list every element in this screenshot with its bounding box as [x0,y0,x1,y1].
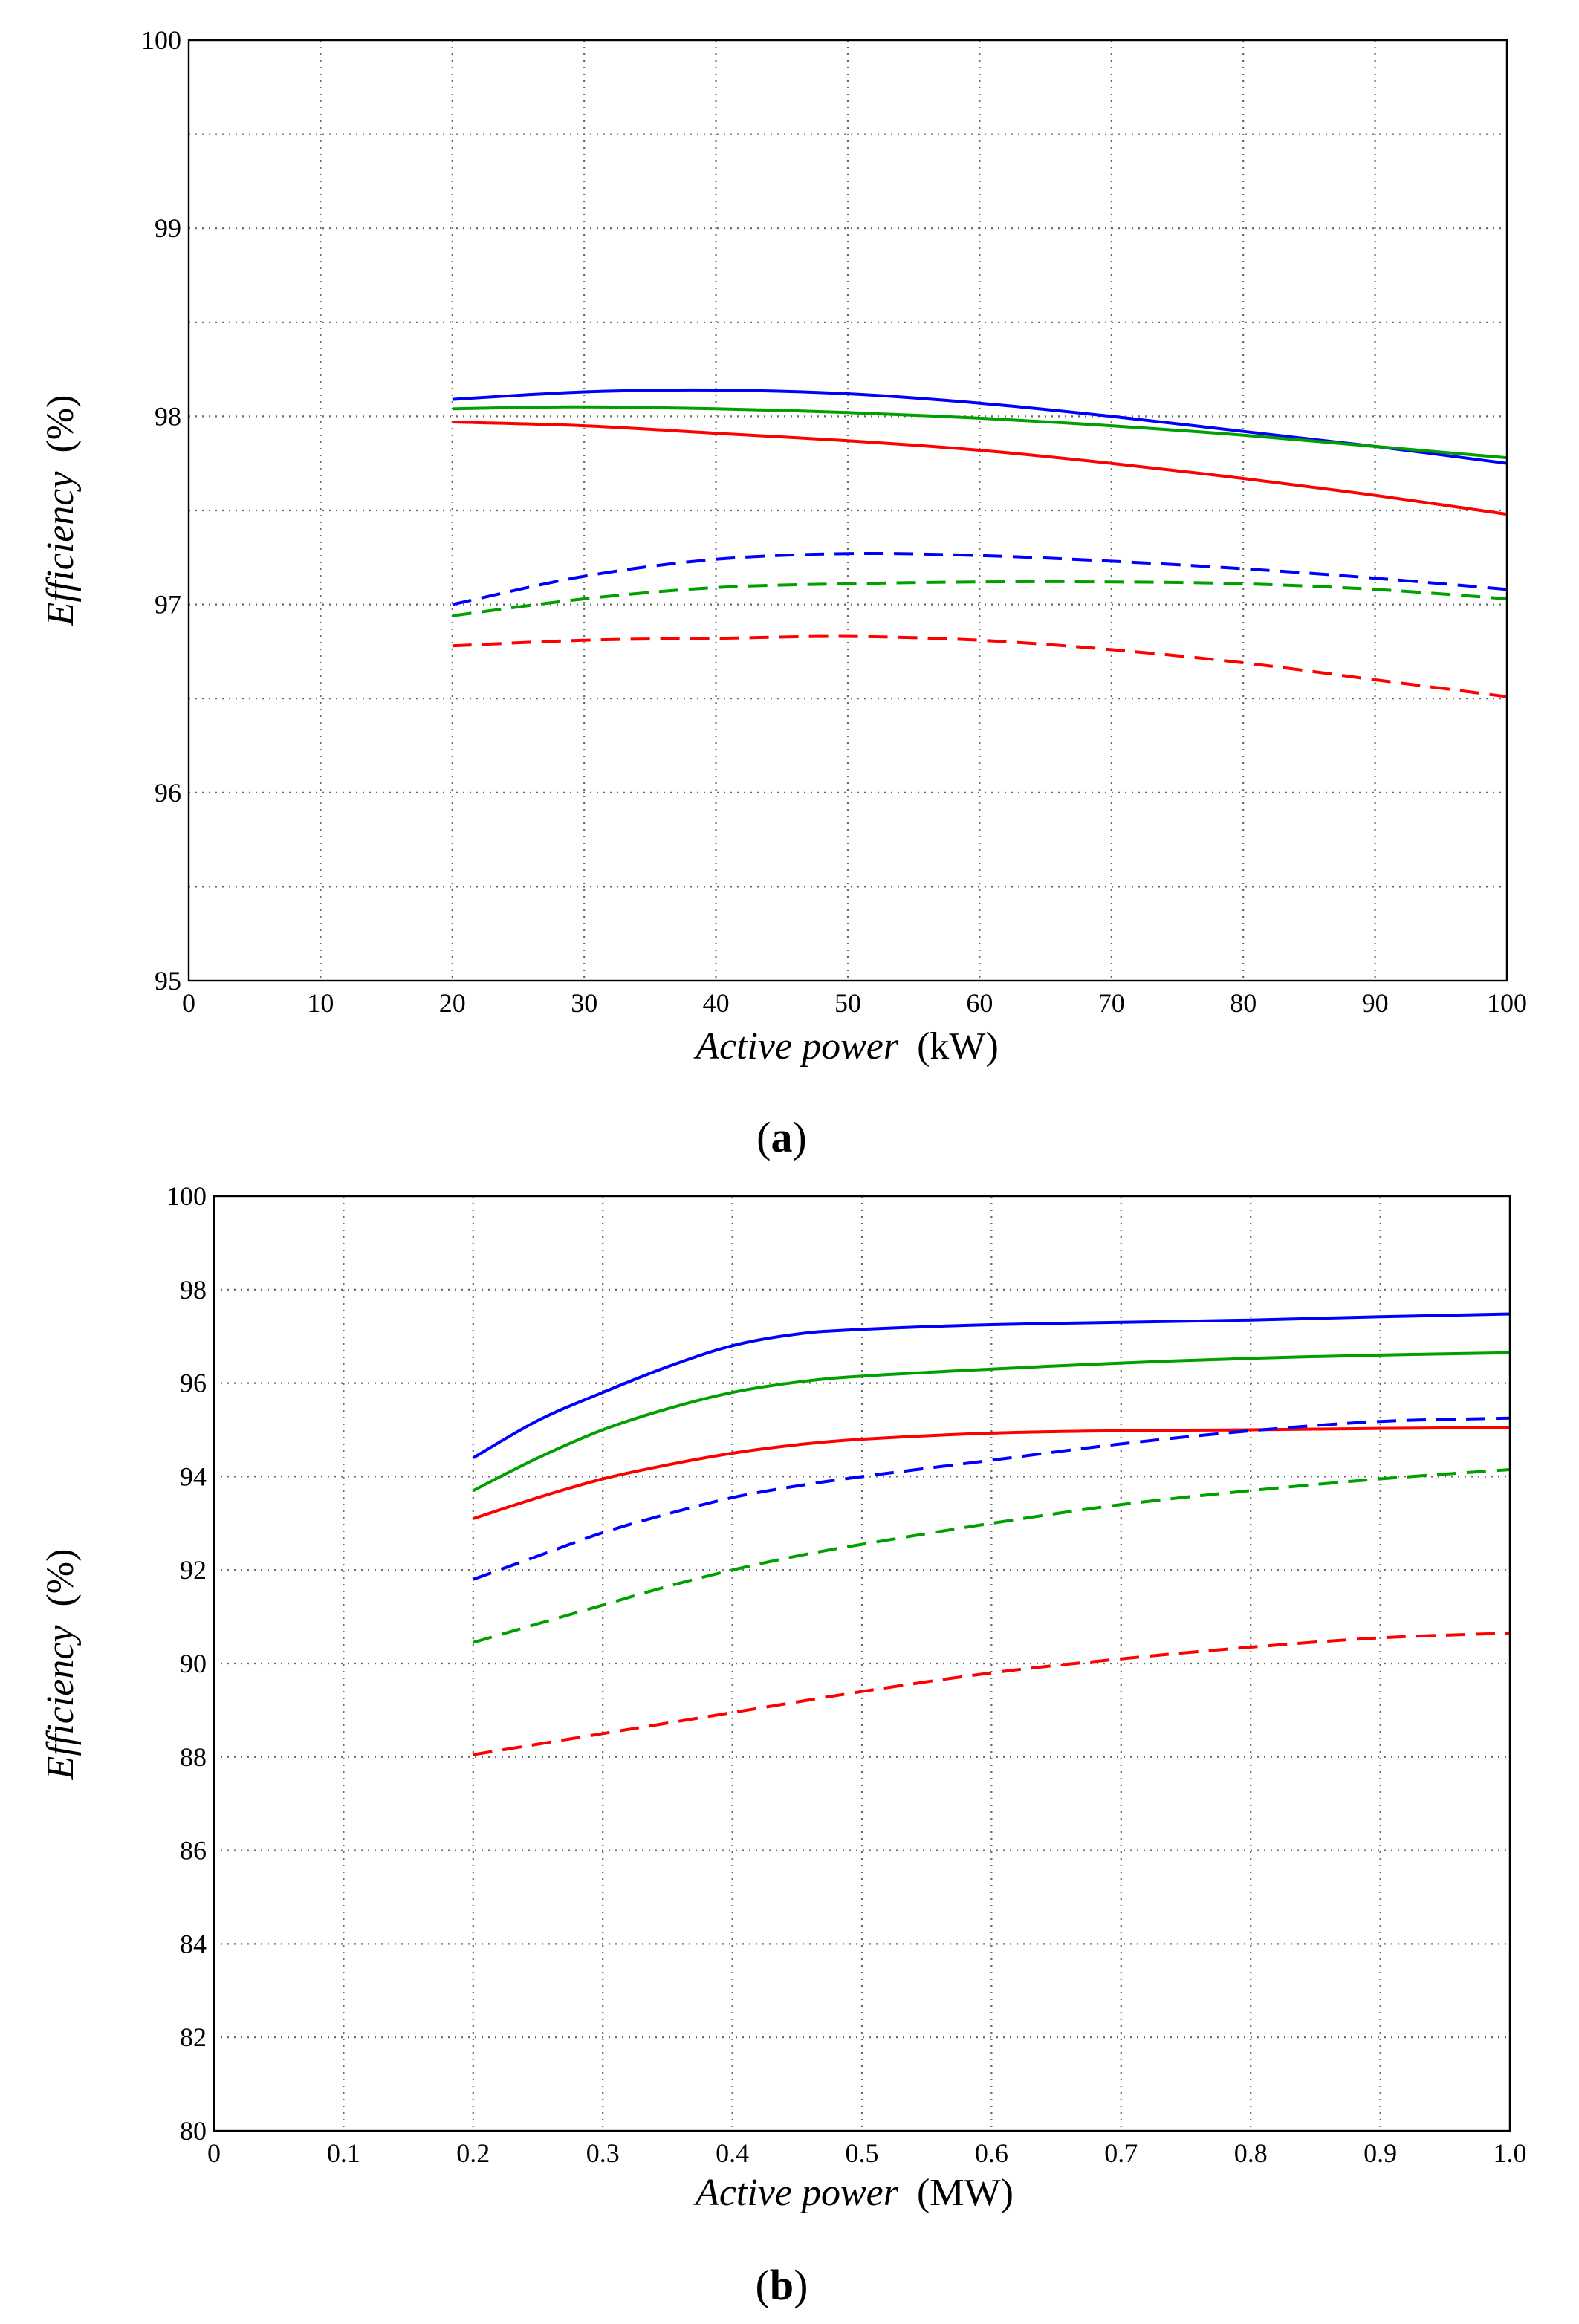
x-tick-label-b: 0.7 [1104,2138,1138,2168]
y-tick-label-b: 92 [180,1555,207,1585]
y-tick-label-b: 86 [180,1836,207,1866]
panel-label-b: (b) [756,2261,808,2309]
x-tick-labels-b: 0 0.1 0.2 0.3 0.4 0.5 0.6 0.7 0.8 0.9 1.0 [207,2138,1527,2168]
y-tick-label-b: 98 [180,1275,207,1305]
y-tick-label-b: 96 [180,1369,207,1398]
panel-label-a: (a) [756,1113,807,1161]
x-tick-label-b: 0.4 [716,2138,749,2168]
x-tick-label-a: 50 [834,988,861,1018]
x-tick-label-b: 0 [207,2138,221,2168]
x-tick-label-b: 0.1 [327,2138,360,2168]
x-tick-label-b: 0.8 [1234,2138,1268,2168]
x-tick-labels-a: 0 10 20 30 40 50 60 70 80 90 100 [182,988,1527,1018]
y-tick-labels-b: 80 82 84 86 88 90 92 94 96 98 100 [166,1181,207,2146]
x-tick-label-a: 70 [1098,988,1125,1018]
x-axis-label-a-italic: Active power [693,1025,899,1068]
y-axis-label-a-unit: (%) [39,395,82,453]
x-axis-label-b: Active power (MW) [693,2172,1014,2214]
y-tick-label-a: 99 [155,213,181,243]
x-axis-label-a: Active power (kW) [693,1025,999,1068]
panel-label-a-open: ( [756,1113,771,1161]
series-red-dashed-a [452,634,1508,698]
x-axis-label-b-unit: (MW) [917,2172,1014,2214]
panel-label-b-letter: b [770,2261,794,2309]
y-axis-label-a: Efficiency (%) [39,395,82,627]
y-axis-label-a-italic: Efficiency [39,471,82,627]
y-axis-label-b: Efficiency (%) [39,1549,82,1781]
y-tick-label-b: 82 [180,2022,207,2052]
series-red-solid-b [473,1426,1511,1520]
gridlines-b [214,1196,1510,2131]
y-tick-label-a: 95 [155,966,181,996]
series-group-a [452,388,1508,698]
y-tick-labels-a: 95 96 97 98 99 100 [141,25,181,996]
panel-label-b-open: ( [756,2261,770,2309]
y-tick-label-a: 98 [155,401,181,431]
series-red-solid-a [452,421,1508,516]
x-tick-label-a: 10 [307,988,334,1018]
x-tick-label-b: 0.6 [975,2138,1008,2168]
series-green-solid-b [472,1351,1511,1493]
y-tick-label-b: 84 [180,1929,207,1958]
panel-label-a-letter: a [771,1113,793,1161]
y-tick-label-b: 88 [180,1742,207,1772]
plot-area-a [187,39,1508,982]
x-tick-label-a: 60 [966,988,993,1018]
y-tick-label-b: 94 [180,1461,207,1491]
y-tick-label-b: 100 [166,1181,207,1211]
series-green-dashed-b [473,1468,1511,1644]
series-blue-dashed-b [473,1416,1511,1581]
x-tick-label-b: 0.2 [456,2138,490,2168]
series-group-b [472,1312,1511,1756]
x-tick-label-a: 80 [1230,988,1257,1018]
x-tick-label-a: 30 [571,988,597,1018]
y-tick-label-a: 97 [155,590,181,620]
x-tick-label-a: 100 [1487,988,1527,1018]
x-tick-label-a: 40 [703,988,730,1018]
x-tick-label-a: 0 [182,988,195,1018]
panel-label-a-close: ) [793,1113,807,1161]
x-tick-label-b: 1.0 [1494,2138,1527,2168]
chart-panel-a: 0 10 20 30 40 50 60 70 80 90 100 95 96 97 98 99 100 Act… [39,25,1527,1161]
y-axis-label-b-italic: Efficiency [39,1625,82,1781]
x-tick-label-a: 90 [1362,988,1389,1018]
y-tick-label-b: 90 [180,1649,207,1678]
y-tick-label-b: 80 [180,2116,207,2146]
x-tick-label-b: 0.9 [1364,2138,1397,2168]
series-green-solid-a [452,405,1508,460]
plot-area-b [213,1195,1511,2132]
y-axis-label-b-unit: (%) [39,1549,82,1607]
x-tick-label-a: 20 [439,988,466,1018]
series-green-dashed-a [452,580,1508,617]
panel-label-b-close: ) [794,2261,808,2309]
x-tick-label-b: 0.3 [586,2138,620,2168]
x-axis-label-b-italic: Active power [693,2172,899,2214]
x-axis-label-a-unit: (kW) [917,1025,999,1068]
y-tick-label-a: 100 [141,25,181,55]
x-tick-label-b: 0.5 [846,2138,879,2168]
chart-panel-b: 0 0.1 0.2 0.3 0.4 0.5 0.6 0.7 0.8 0.9 1.0 80 82 84 86… [39,1181,1527,2309]
y-tick-label-a: 96 [155,778,181,808]
gridlines-a [189,40,1507,981]
series-red-dashed-b [473,1632,1511,1756]
series-blue-solid-b [472,1312,1511,1459]
